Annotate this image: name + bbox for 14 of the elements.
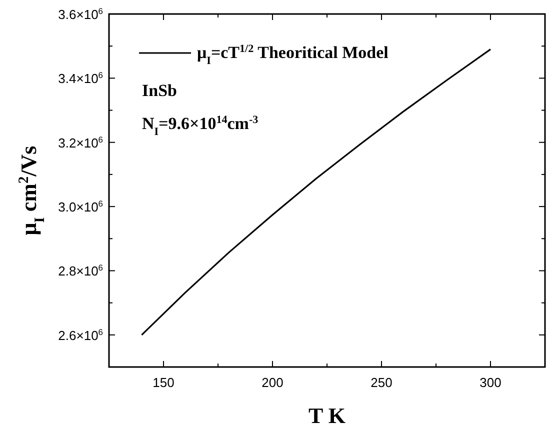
x-tick-label: 250 bbox=[370, 375, 392, 390]
y-tick-label: 3.6×10$^{6}$ bbox=[58, 6, 104, 22]
y-tick-label: 3.0×10$^{6}$ bbox=[58, 198, 104, 215]
x-axis-title: T K bbox=[308, 403, 346, 428]
x-tick-label: 150 bbox=[152, 375, 174, 390]
x-tick-label: 300 bbox=[480, 375, 502, 390]
legend-label: μ$_{I}$=cT$^{1/2}$ Theoritical Model bbox=[197, 43, 389, 67]
annotation: InSb bbox=[142, 81, 177, 100]
x-tick-label: 200 bbox=[262, 375, 284, 390]
y-tick-label: 2.6×10$^{6}$ bbox=[58, 326, 104, 343]
annotation: N$_{I}$=9.6×10$^{14}$cm$^{-3}$ bbox=[142, 114, 259, 138]
y-tick-label: 3.2×10$^{6}$ bbox=[58, 134, 104, 150]
y-tick-label: 3.4×10$^{6}$ bbox=[58, 70, 104, 86]
y-tick-label: 2.8×10$^{6}$ bbox=[58, 262, 104, 279]
